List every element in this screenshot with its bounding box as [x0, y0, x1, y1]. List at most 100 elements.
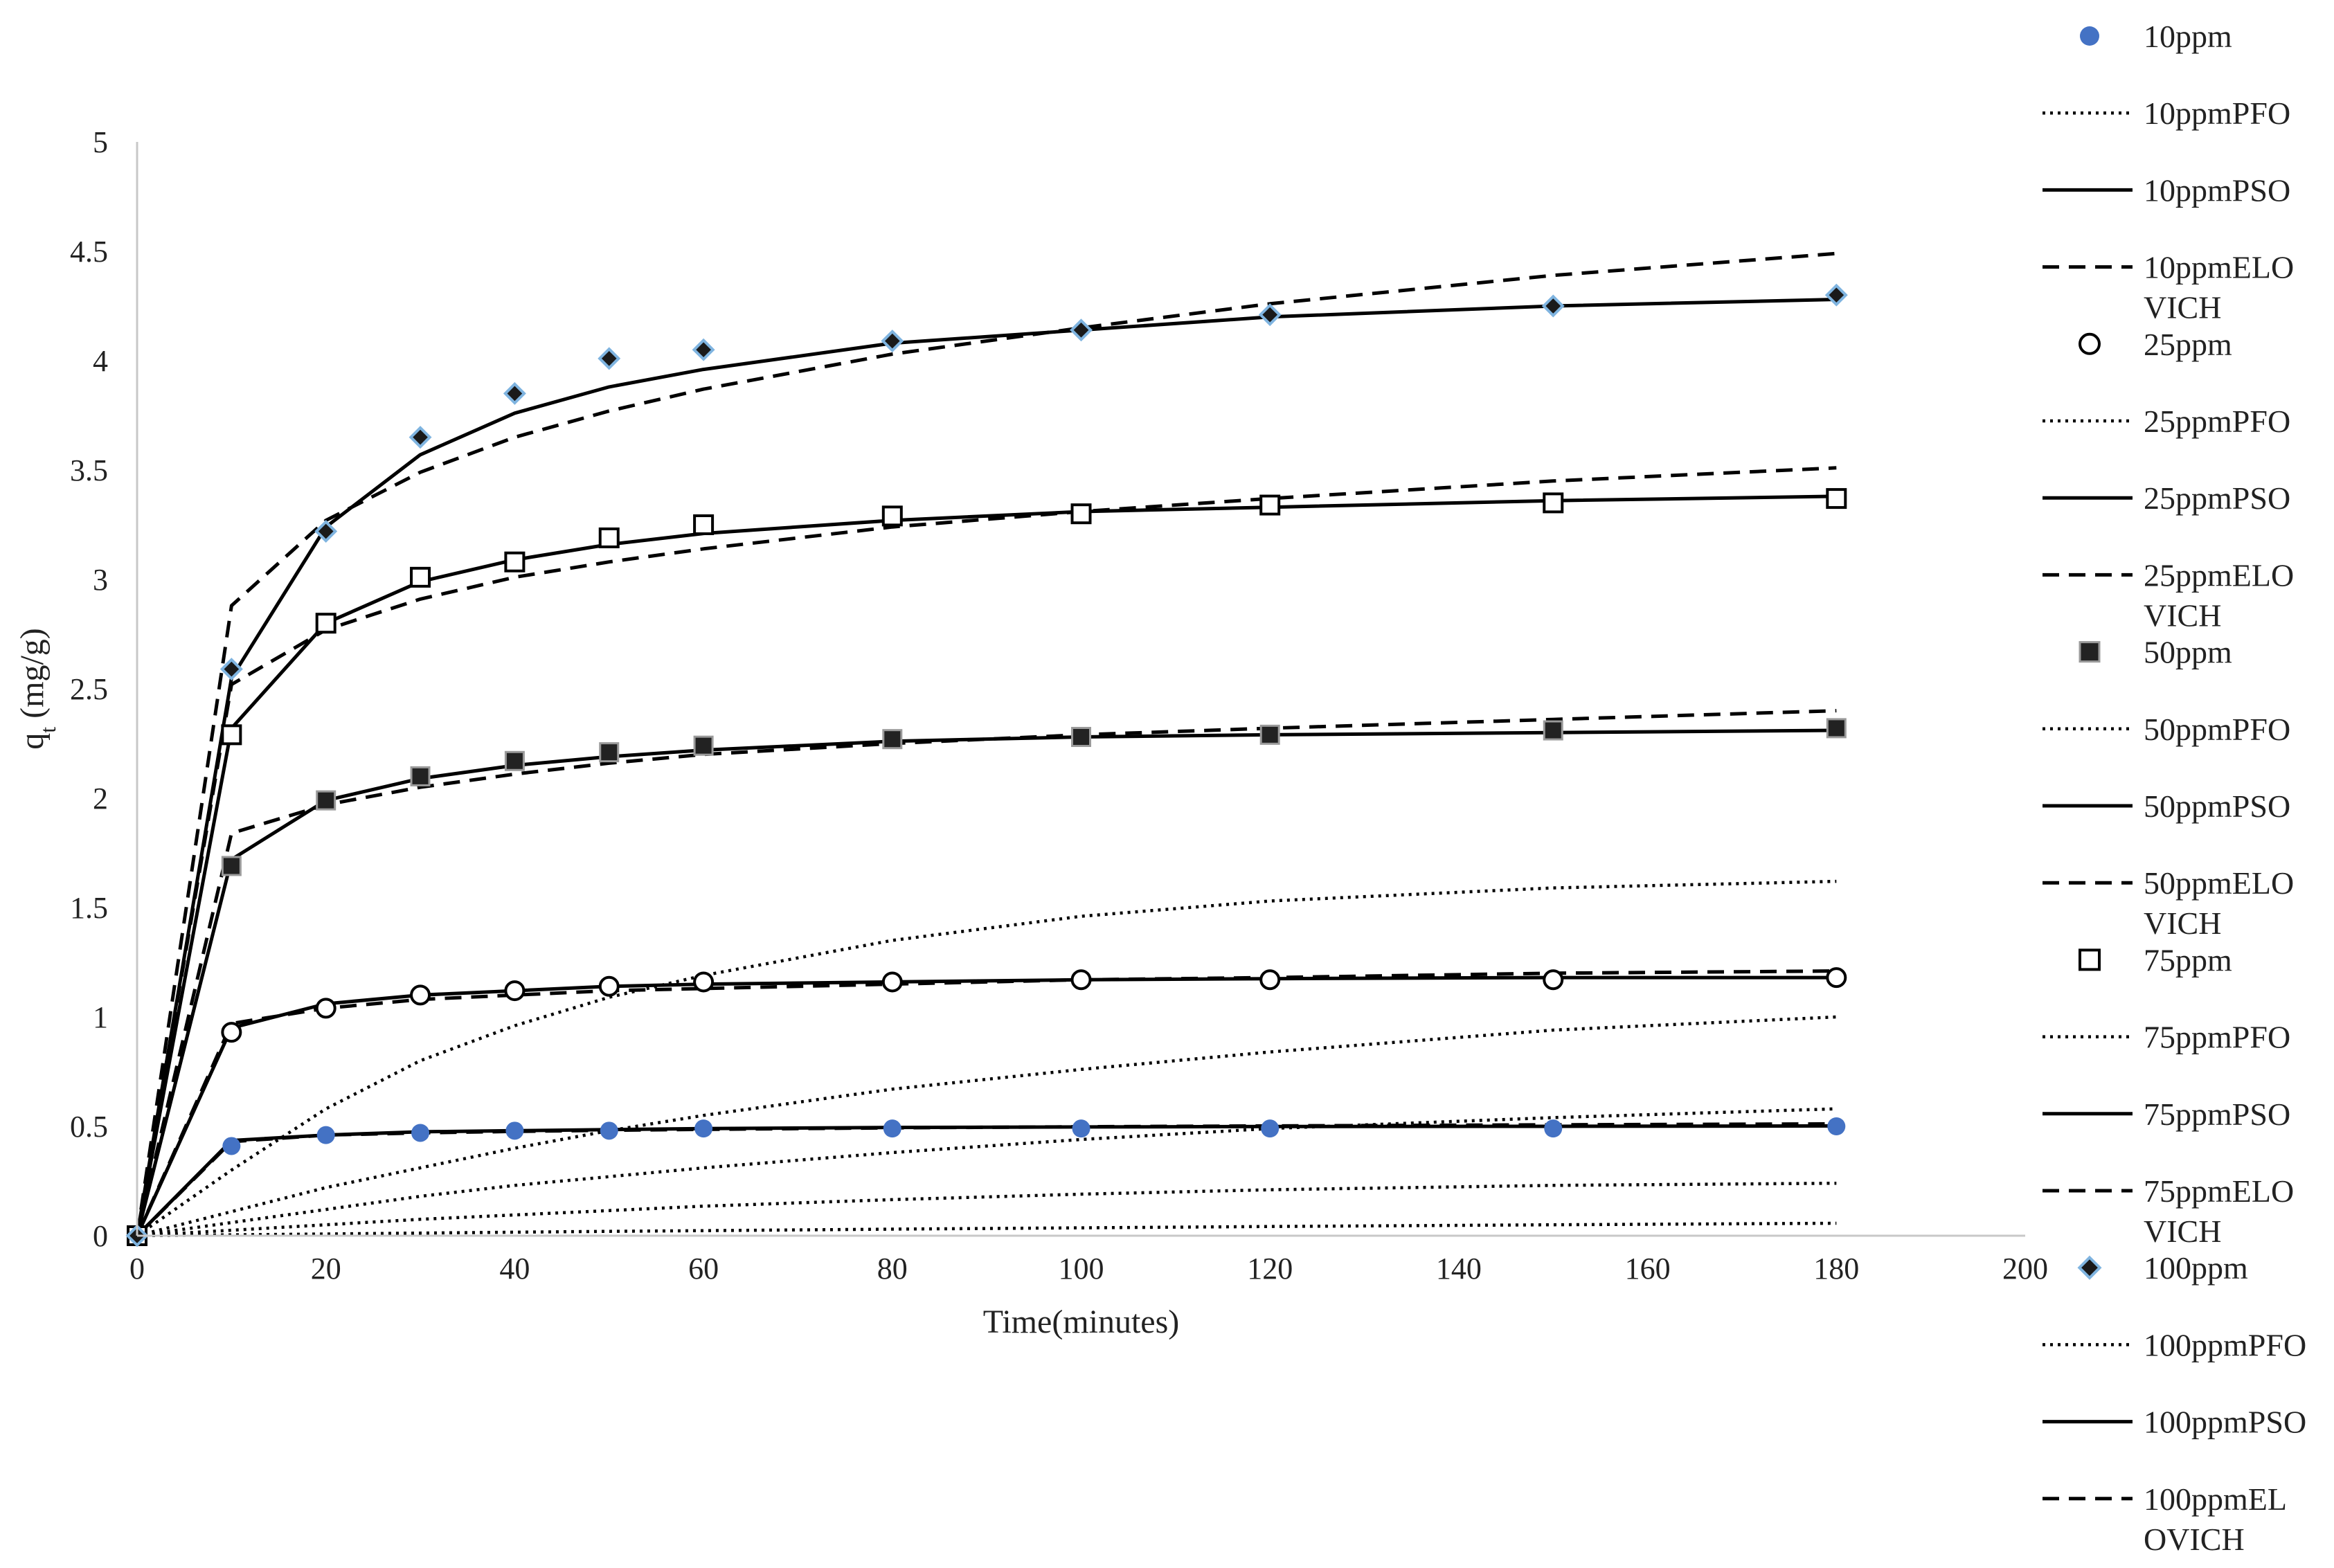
- legend-symbol-c50-experimental: [2079, 641, 2101, 663]
- c10-pfo-line: [136, 1221, 1837, 1238]
- c75-pfo-line: [136, 1015, 1837, 1238]
- c100-data-point: [1070, 318, 1093, 342]
- y-tick-label: 3: [93, 563, 108, 597]
- c100-data-point: [1258, 303, 1282, 327]
- c100-data-point: [409, 426, 432, 449]
- legend-label-c25-elovich: 25ppmELO VICH: [2144, 557, 2294, 633]
- legend-item-c75-experimental: 75ppm: [2079, 942, 2232, 977]
- y-tick-label: 2: [93, 782, 108, 815]
- c100-pfo-line: [136, 879, 1837, 1237]
- x-tick-label: 160: [1625, 1252, 1671, 1286]
- c25-data-point: [1259, 969, 1281, 991]
- legend-item-c10-pfo: 10ppmPFO: [2043, 96, 2290, 131]
- c10-data-point: [411, 1124, 430, 1142]
- legend-label-c100-experimental: 100ppm: [2144, 1250, 2248, 1286]
- x-tick-label: 200: [2002, 1252, 2048, 1286]
- y-tick-labels: 0 0.5 1 1.5 2 2.5 3 3.5 4 4.5 5: [70, 125, 108, 1253]
- c50-data-point: [504, 750, 525, 771]
- c75-data-point: [221, 724, 242, 746]
- c10-data-point: [600, 1121, 618, 1140]
- c50-data-point: [1543, 720, 1563, 741]
- c25-data-point: [1543, 969, 1564, 991]
- c50-elovich-line: [135, 709, 1837, 1236]
- x-tick-label: 100: [1059, 1252, 1104, 1286]
- legend-item-c50-experimental: 50ppm: [2079, 635, 2232, 670]
- y-tick-label: 4: [93, 344, 108, 378]
- legend-item-c75-pfo: 75ppmPFO: [2043, 1020, 2290, 1055]
- x-tick-label: 40: [499, 1252, 530, 1286]
- c50-data-point: [316, 790, 336, 811]
- c10-data-point: [222, 1137, 241, 1155]
- c10-data-point: [1261, 1119, 1280, 1138]
- y-axis-title: qt (mg/g): [14, 628, 60, 750]
- c25-elovich-line: [135, 969, 1837, 1237]
- legend-item-c75-elovich: 75ppmELO VICH: [2043, 1173, 2294, 1249]
- c100-data-point: [1541, 294, 1565, 318]
- c25-pso-line: [135, 975, 1837, 1237]
- x-tick-label: 0: [129, 1252, 145, 1286]
- legend-label-c50-elovich: 50ppmELO VICH: [2144, 865, 2294, 941]
- x-tick-label: 180: [1813, 1252, 1859, 1286]
- c50-data-point: [1071, 727, 1091, 748]
- c10-data-point: [883, 1119, 901, 1138]
- y-tick-label: 5: [93, 125, 108, 159]
- c100-data-point: [219, 658, 243, 681]
- c10-data-point: [694, 1119, 713, 1138]
- legend-label-c10-pfo: 10ppmPFO: [2144, 96, 2290, 131]
- legend-label-c25-pso: 25ppmPSO: [2144, 480, 2290, 516]
- c25-pfo-line: [136, 1181, 1837, 1238]
- legend-symbol-c10-experimental: [2080, 26, 2099, 46]
- legend-symbol-c75-experimental: [2079, 948, 2101, 971]
- c25-data-point: [881, 971, 903, 993]
- plot-area: [125, 251, 1848, 1247]
- legend-item-c75-pso: 75ppmPSO: [2043, 1097, 2290, 1132]
- experimental-markers: [125, 283, 1848, 1247]
- legend-label-c50-pso: 50ppmPSO: [2144, 788, 2290, 824]
- x-tick-labels: 0 20 40 60 80 100 120 140 160 180 200: [129, 1252, 2048, 1286]
- legend-label-c10-elovich: 10ppmELO VICH: [2144, 250, 2294, 325]
- legend-label-c75-pfo: 75ppmPFO: [2144, 1020, 2290, 1055]
- c100-pso-line: [135, 298, 1837, 1236]
- c10-data-point: [505, 1121, 524, 1140]
- c75-pso-line: [135, 494, 1837, 1236]
- legend-item-c100-experimental: 100ppm: [2077, 1250, 2248, 1286]
- c25-data-point: [598, 975, 620, 997]
- c25-data-point: [221, 1022, 242, 1043]
- c75-data-point: [1826, 488, 1847, 510]
- legend-item-c50-pfo: 50ppmPFO: [2043, 712, 2290, 747]
- legend-label-c10-experimental: 10ppm: [2144, 19, 2232, 54]
- c100-data-point: [314, 520, 338, 543]
- axes: 0 20 40 60 80 100 120 140 160 180 200 0 0.5 1 1.5 2 2.5…: [14, 125, 2048, 1340]
- c75-data-point: [315, 613, 336, 634]
- legend-item-c10-pso: 10ppmPSO: [2043, 172, 2290, 208]
- legend-item-c50-pso: 50ppmPSO: [2043, 788, 2290, 824]
- c10-data-point: [316, 1126, 335, 1144]
- legend-label-c25-experimental: 25ppm: [2144, 327, 2232, 362]
- c75-data-point: [693, 514, 715, 535]
- y-tick-label: 0: [93, 1219, 108, 1253]
- c50-data-point: [221, 856, 242, 876]
- c10-data-point: [1544, 1119, 1563, 1138]
- legend-item-c10-experimental: 10ppm: [2080, 19, 2232, 54]
- legend-label-c100-pfo: 100ppmPFO: [2144, 1327, 2306, 1362]
- c10-data-point: [1072, 1119, 1090, 1138]
- c50-data-point: [599, 742, 620, 763]
- legend-item-c50-elovich: 50ppmELO VICH: [2043, 865, 2294, 941]
- c100-data-point: [1824, 283, 1848, 307]
- c50-data-point: [1259, 724, 1280, 745]
- legend-symbol-c100-experimental: [2077, 1255, 2102, 1280]
- c25-data-point: [1826, 967, 1847, 989]
- x-tick-label: 120: [1247, 1252, 1293, 1286]
- y-tick-label: 1: [93, 1000, 108, 1034]
- legend-item-c100-pfo: 100ppmPFO: [2043, 1327, 2306, 1362]
- y-axis-title-subscript: t: [35, 727, 60, 733]
- c100-data-point: [503, 381, 526, 405]
- legend-item-c25-elovich: 25ppmELO VICH: [2043, 557, 2294, 633]
- c75-data-point: [598, 527, 620, 548]
- c100-data-point: [881, 330, 904, 353]
- legend-item-c100-pso: 100ppmPSO: [2043, 1405, 2306, 1440]
- c25-data-point: [693, 971, 715, 993]
- legend-item-c25-experimental: 25ppm: [2079, 327, 2232, 362]
